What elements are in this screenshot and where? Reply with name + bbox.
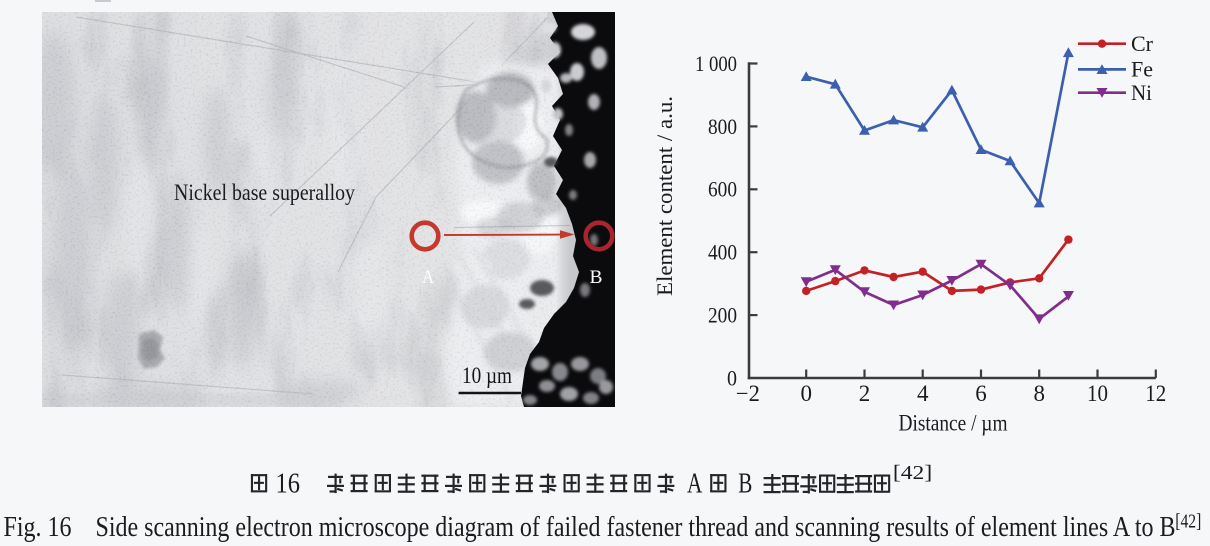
svg-text:0: 0 — [800, 381, 812, 406]
svg-text:800: 800 — [708, 114, 737, 139]
svg-text:10 µm: 10 µm — [462, 363, 512, 388]
svg-text:2: 2 — [859, 381, 871, 406]
svg-text:B: B — [738, 469, 752, 500]
svg-text:B: B — [590, 267, 603, 288]
svg-text:0: 0 — [727, 365, 737, 390]
svg-text:A: A — [687, 469, 703, 500]
svg-text:10: 10 — [1087, 381, 1108, 406]
svg-text:Cr: Cr — [1131, 31, 1154, 56]
svg-text:16: 16 — [276, 469, 301, 500]
svg-text:Nickel base superalloy: Nickel base superalloy — [174, 180, 355, 205]
svg-text:Fe: Fe — [1131, 57, 1153, 82]
svg-text:200: 200 — [708, 303, 737, 328]
svg-text:Element content / a.u.: Element content / a.u. — [652, 96, 677, 296]
svg-text:[42]: [42] — [1175, 511, 1201, 533]
svg-text:600: 600 — [708, 177, 737, 202]
svg-text:A: A — [422, 267, 434, 288]
svg-text:1 000: 1 000 — [695, 51, 737, 76]
svg-text:12: 12 — [1145, 381, 1166, 406]
svg-text:Ni: Ni — [1131, 80, 1152, 105]
svg-text:4: 4 — [917, 381, 929, 406]
svg-text:Distance / µm: Distance / µm — [899, 411, 1008, 436]
svg-text:8: 8 — [1033, 381, 1045, 406]
svg-text:Fig. 16 Side scanning electron: Fig. 16 Side scanning electron microscop… — [4, 512, 1176, 543]
svg-text:[42]: [42] — [893, 462, 932, 484]
svg-text:6: 6 — [975, 381, 987, 406]
svg-text:−2: −2 — [736, 381, 760, 406]
svg-text:400: 400 — [708, 240, 737, 265]
